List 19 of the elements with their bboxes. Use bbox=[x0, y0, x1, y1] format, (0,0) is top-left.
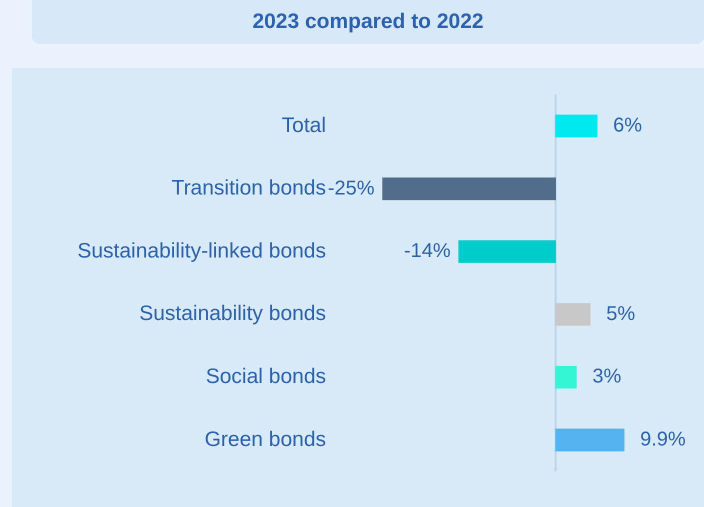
data-label: -14% bbox=[404, 240, 451, 262]
bar bbox=[458, 240, 556, 263]
data-label: 3% bbox=[592, 366, 622, 388]
bar bbox=[555, 366, 577, 389]
y-tick-label: Sustainability bonds bbox=[139, 302, 326, 326]
bar bbox=[382, 177, 556, 200]
data-label: 5% bbox=[606, 302, 636, 325]
data-label: 6% bbox=[613, 114, 642, 137]
bar bbox=[555, 114, 598, 138]
data-label: 9.9% bbox=[640, 428, 686, 451]
bar bbox=[555, 428, 624, 452]
y-tick-label: Green bonds bbox=[204, 428, 326, 451]
y-tick-label: Total bbox=[282, 114, 326, 137]
bar bbox=[555, 303, 591, 326]
y-tick-label: Social bonds bbox=[206, 364, 326, 388]
y-tick-label: Transition bonds bbox=[172, 176, 326, 200]
data-label: -25% bbox=[328, 177, 375, 200]
chart-title: 2023 compared to 2022 bbox=[32, 0, 704, 44]
y-tick-label: Sustainability-linked bonds bbox=[77, 239, 326, 262]
